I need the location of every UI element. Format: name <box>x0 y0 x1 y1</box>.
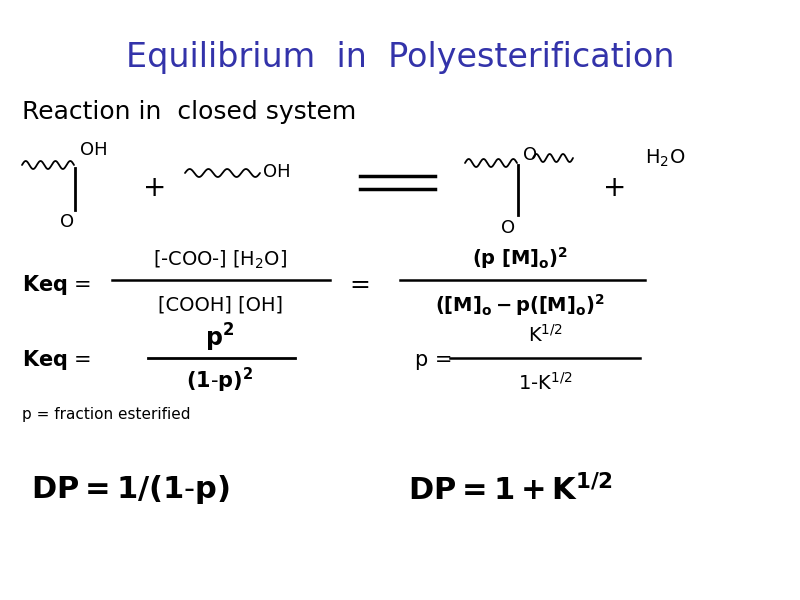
Text: +: + <box>603 174 626 202</box>
Text: 1-K$^{1/2}$: 1-K$^{1/2}$ <box>518 372 572 394</box>
Text: Equilibrium  in  Polyesterification: Equilibrium in Polyesterification <box>126 41 674 74</box>
Text: O: O <box>501 219 515 237</box>
Text: Reaction in  closed system: Reaction in closed system <box>22 100 356 124</box>
Text: $\bf{([M]_o - p([M]_o)^2}$: $\bf{([M]_o - p([M]_o)^2}$ <box>435 292 605 318</box>
Text: $\bf{DP = 1/(1\text{-}p)}$: $\bf{DP = 1/(1\text{-}p)}$ <box>30 473 230 506</box>
Text: $\bf{Keq}$ =: $\bf{Keq}$ = <box>22 348 91 372</box>
Text: OH: OH <box>263 163 290 181</box>
Text: O: O <box>523 146 537 164</box>
Text: $\bf{(p\ [M]_o)^2}$: $\bf{(p\ [M]_o)^2}$ <box>472 245 568 271</box>
Text: [-COO-] [H$_2$O]: [-COO-] [H$_2$O] <box>153 249 287 271</box>
Text: $\bf{p^2}$: $\bf{p^2}$ <box>206 322 234 354</box>
Text: OH: OH <box>80 141 108 159</box>
Text: K$^{1/2}$: K$^{1/2}$ <box>527 324 562 346</box>
Text: $\bf{Keq}$ =: $\bf{Keq}$ = <box>22 273 91 297</box>
Text: [COOH] [OH]: [COOH] [OH] <box>158 295 282 314</box>
Text: p =: p = <box>415 350 453 370</box>
Text: O: O <box>60 213 74 231</box>
Text: +: + <box>143 174 166 202</box>
Text: p = fraction esterified: p = fraction esterified <box>22 407 190 422</box>
Text: $\bf{(1\text{-}p)^2}$: $\bf{(1\text{-}p)^2}$ <box>186 365 254 395</box>
Text: $\bf{DP = 1 + K^{1/2}}$: $\bf{DP = 1 + K^{1/2}}$ <box>408 474 612 506</box>
Text: H$_2$O: H$_2$O <box>645 148 686 169</box>
Text: =: = <box>350 273 370 297</box>
